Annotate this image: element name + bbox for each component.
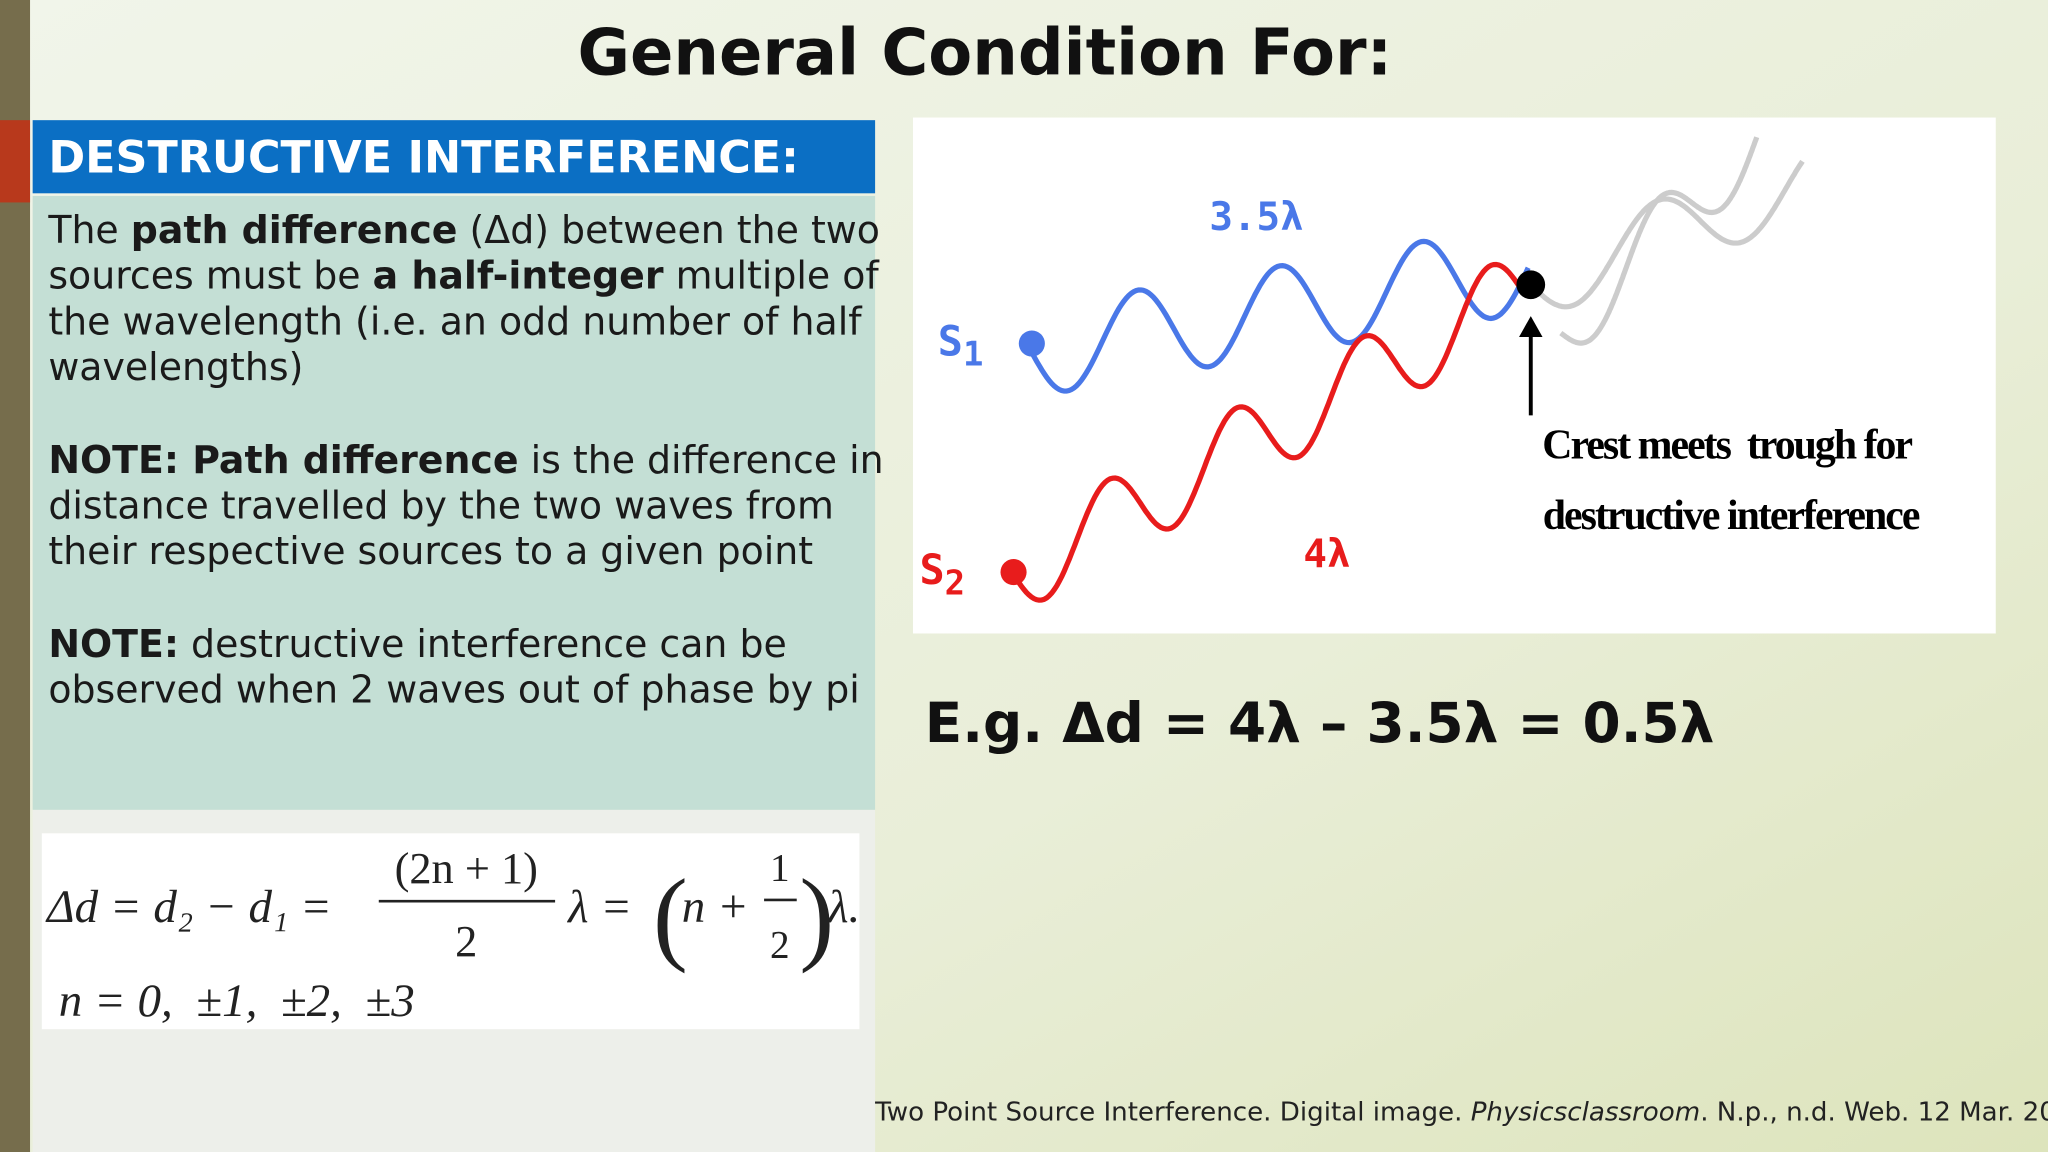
text-line: wavelengths) [48, 345, 303, 389]
source-label: S1 [938, 316, 984, 374]
half-denominator: 2 [770, 923, 790, 966]
text-line: observed when 2 waves out of phase by pi [48, 668, 859, 712]
formula-inner: n + [682, 881, 749, 933]
meeting-point [1516, 270, 1546, 300]
text-line: sources must be a half-integer multiple … [48, 254, 880, 298]
formula-lhs: Δd = d₂ − d₁ = [45, 881, 332, 933]
wave [1029, 238, 1531, 394]
source-label: S2 [920, 545, 966, 603]
formula-paren: ) [799, 858, 834, 974]
text: destructive interference can be [179, 622, 787, 666]
text-line: The path difference (Δd) between the two [47, 208, 880, 252]
text-line: NOTE: destructive interference can be [48, 622, 786, 666]
formula-numerator: (2n + 1) [395, 843, 538, 893]
text: Two Point Source Interference. Digital i… [874, 1098, 1471, 1128]
text-line: their respective sources to a given poin… [48, 529, 813, 573]
formula-tail: λ. [826, 881, 860, 933]
panel-heading-bar [32, 120, 876, 194]
formula: Δd = d₂ − d₁ = (2n + 1) 2 λ = ( n + 1 2 … [41, 833, 860, 1030]
bold-text: NOTE: [48, 622, 179, 666]
formula-mid: λ = [566, 881, 632, 933]
text: S [938, 316, 963, 365]
text-panel [32, 195, 876, 810]
text: The [47, 208, 130, 252]
wave [1559, 136, 1760, 346]
text: (Δd) between the two [458, 208, 880, 252]
paragraph: NOTE: Path difference is the difference … [48, 438, 883, 573]
paragraph: NOTE: destructive interference can be ob… [48, 622, 859, 712]
citation: Two Point Source Interference. Digital i… [874, 1098, 2048, 1128]
panel-heading: DESTRUCTIVE INTERFERENCE: [48, 132, 799, 183]
wave [1528, 159, 1805, 310]
text: S [920, 545, 945, 594]
formula-condition: n = 0, ±1, ±2, ±3 [59, 975, 415, 1027]
subscript: 1 [963, 335, 983, 375]
text-line: NOTE: Path difference is the difference … [48, 438, 883, 482]
source-dot [1018, 330, 1045, 357]
half-numerator: 1 [770, 846, 790, 889]
subscript: 2 [945, 563, 965, 603]
path-label: 4λ [1303, 532, 1350, 577]
text-line: distance travelled by the two waves from [48, 484, 834, 528]
bold-text: path difference [131, 208, 458, 252]
caption: Crest meets trough for [1542, 422, 1912, 468]
bold-text: NOTE: Path difference [48, 438, 518, 482]
paragraph: The path difference (Δd) between the two… [47, 208, 880, 389]
source: Physicsclassroom [1471, 1098, 1701, 1128]
bold-text: a half-integer [373, 254, 664, 298]
arrow-head [1519, 316, 1543, 337]
slide-title: General Condition For: [577, 16, 1392, 90]
text: sources must be [48, 254, 372, 298]
source-dot [1000, 559, 1027, 586]
text: is the difference in [519, 438, 884, 482]
interference-diagram: S1 S2 3.5λ 4λ Crest meets trough for des… [912, 117, 1996, 634]
text: their respective sources to a given poin… [48, 529, 813, 573]
text: the wavelength (i.e. an odd number of ha… [48, 299, 863, 343]
path-label: 3.5λ [1209, 195, 1303, 240]
formula-box [41, 833, 860, 1030]
text-line: the wavelength (i.e. an odd number of ha… [48, 299, 863, 343]
text: . N.p., n.d. Web. 12 Mar. 2015. [1700, 1098, 2048, 1128]
example-equation: E.g. Δd = 4λ – 3.5λ = 0.5λ [925, 691, 1715, 755]
formula-denominator: 2 [455, 916, 477, 966]
text: wavelengths) [48, 345, 303, 389]
formula-paren: ( [653, 858, 688, 974]
text: distance travelled by the two waves from [48, 484, 834, 528]
text: observed when 2 waves out of phase by pi [48, 668, 859, 712]
side-accent [0, 120, 31, 203]
wave [1011, 261, 1524, 603]
caption: destructive interference [1543, 493, 1920, 539]
text: multiple of [664, 254, 881, 298]
diagram-background [912, 117, 1996, 634]
